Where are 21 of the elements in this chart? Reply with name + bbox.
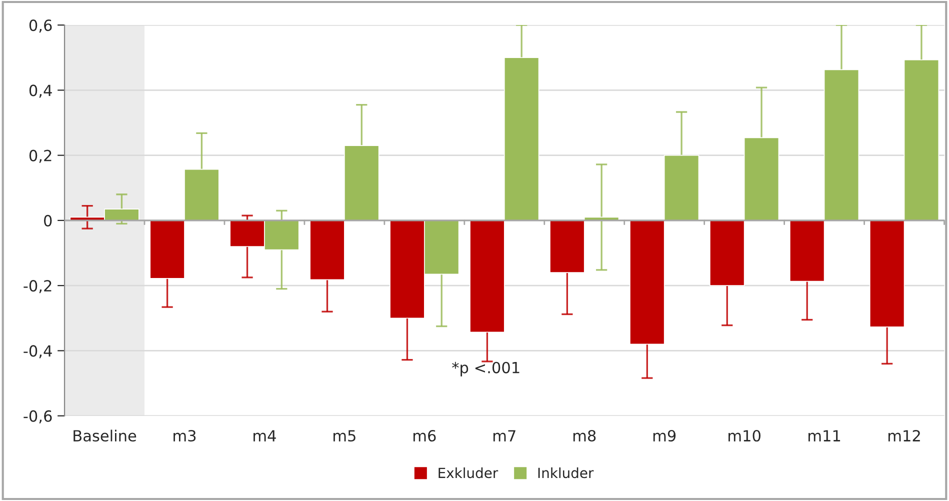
- x-tick-label: m4: [254, 430, 276, 442]
- x-tick-label: m7: [493, 430, 516, 442]
- y-tick-label: -0,6: [24, 410, 52, 424]
- y-tick-label: 0,6: [29, 20, 52, 33]
- y-tick-label: -0,4: [24, 345, 52, 358]
- x-tick-label: m8: [573, 430, 596, 442]
- x-tick-label: m9: [653, 430, 676, 442]
- x-tick-label: m12: [888, 430, 920, 442]
- x-tick-label: m5: [334, 430, 356, 442]
- y-tick-label: 0,4: [29, 84, 52, 98]
- y-tick-label: 0: [44, 214, 52, 226]
- x-tick-label: Baseline: [74, 430, 136, 442]
- x-tick-label: m10: [728, 430, 760, 442]
- annotation: *p <.001: [452, 362, 520, 376]
- y-tick-label: -0,2: [24, 280, 52, 294]
- x-tick-label: m6: [414, 430, 436, 442]
- legend-label: Inkluder: [538, 467, 594, 478]
- y-tick-label: 0,2: [29, 150, 52, 163]
- legend-label: Exkluder: [438, 467, 498, 478]
- x-tick-label: m3: [174, 430, 196, 442]
- x-tick-label: m11: [808, 430, 840, 442]
